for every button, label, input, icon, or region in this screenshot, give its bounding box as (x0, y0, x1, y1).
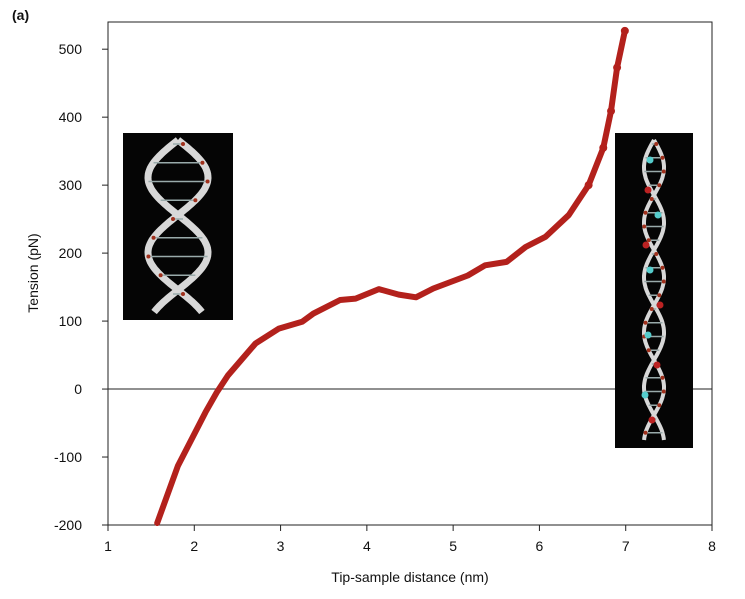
phosphate (660, 265, 665, 270)
x-tick-label: 4 (363, 538, 371, 554)
phosphate (193, 198, 198, 203)
atom (646, 266, 654, 274)
atom (648, 416, 656, 424)
phosphate (205, 179, 210, 184)
x-tick-label: 8 (708, 538, 716, 554)
data-point (607, 107, 616, 116)
y-axis: -200 -100 0 100 200 300 400 500 (54, 41, 108, 533)
inset-relaxed-dna (123, 133, 233, 320)
atom (641, 391, 649, 399)
atom (646, 156, 654, 164)
y-axis-title: Tension (pN) (25, 233, 41, 312)
phosphate (158, 273, 163, 278)
phosphate (646, 348, 651, 353)
y-tick-label: 100 (59, 313, 83, 329)
phosphate (643, 430, 648, 435)
phosphate (649, 197, 654, 201)
phosphate (654, 252, 659, 256)
phosphate (657, 293, 662, 298)
phosphate (646, 238, 651, 243)
x-tick-label: 1 (104, 538, 112, 554)
phosphate (643, 210, 648, 215)
atom (644, 331, 652, 339)
panel-label: (a) (12, 7, 29, 23)
y-tick-label: 300 (59, 177, 83, 193)
phosphate (181, 292, 186, 296)
phosphate (151, 235, 156, 240)
inset-stretched-dna (615, 133, 693, 448)
dna-helix-icon (144, 137, 212, 315)
phosphate (642, 224, 647, 229)
series-line (154, 27, 628, 526)
atom (642, 241, 650, 249)
y-tick-label: -200 (54, 517, 82, 533)
y-tick-label: -100 (54, 449, 82, 465)
helix-strand (144, 137, 212, 315)
phosphate (660, 375, 665, 380)
x-tick-label: 3 (277, 538, 285, 554)
phosphate (660, 155, 665, 160)
phosphate (657, 403, 662, 408)
dna-stretched-helix-icon (641, 139, 666, 441)
data-series (154, 26, 629, 526)
phosphate (146, 254, 151, 259)
phosphate (654, 142, 659, 146)
x-tick-label: 2 (190, 538, 198, 554)
x-axis: 1 2 3 4 5 6 7 8 (104, 525, 716, 554)
data-point (599, 143, 608, 152)
y-tick-label: 400 (59, 109, 83, 125)
phosphate (657, 183, 662, 188)
phosphate (643, 320, 648, 325)
y-tick-label: 200 (59, 245, 83, 261)
x-tick-label: 7 (622, 538, 630, 554)
atom (653, 361, 661, 369)
phosphate (170, 217, 175, 221)
data-point (613, 63, 622, 72)
helix-strand (144, 137, 212, 315)
atom (654, 211, 662, 219)
x-tick-label: 6 (536, 538, 544, 554)
phosphate (181, 142, 186, 146)
y-tick-label: 0 (74, 381, 82, 397)
plot-frame (107, 21, 713, 526)
data-point (584, 181, 593, 190)
x-tick-label: 5 (449, 538, 457, 554)
phosphate (200, 160, 205, 165)
x-axis-title: Tip-sample distance (nm) (331, 569, 488, 585)
y-tick-label: 500 (59, 41, 83, 57)
atom (656, 301, 664, 309)
phosphate (661, 169, 666, 174)
phosphate (661, 389, 666, 394)
phosphate (649, 307, 654, 311)
data-point (620, 26, 629, 35)
phosphate (661, 279, 666, 284)
atom (644, 186, 652, 194)
